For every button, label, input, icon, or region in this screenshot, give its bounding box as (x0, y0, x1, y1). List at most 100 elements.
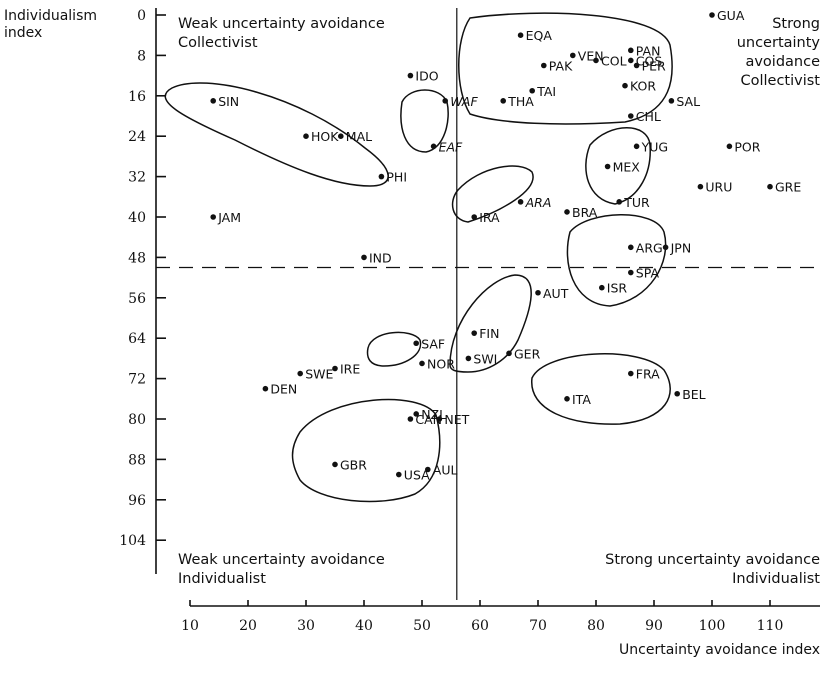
x-tick-label: 20 (239, 618, 257, 634)
point-label-col: COL (601, 53, 627, 68)
y-tick-label: 88 (128, 452, 146, 468)
point-yug (633, 143, 640, 150)
point-gbr (332, 461, 338, 468)
point-label-nor: NOR (427, 356, 455, 371)
point-label-isr: ISR (607, 281, 628, 296)
point-eqa (517, 32, 524, 38)
x-tick-label: 100 (699, 618, 726, 634)
point-label-uru: URU (705, 180, 732, 195)
point-ara (517, 199, 524, 205)
cluster-med-outline (585, 127, 651, 205)
point-label-pak: PAK (549, 59, 573, 74)
y-tick-label: 72 (128, 372, 146, 388)
y-axis-title-line2: index (4, 25, 42, 41)
point-label-bel: BEL (682, 387, 705, 402)
point-label-swi: SWI (473, 351, 497, 366)
point-label-yug: YUG (641, 139, 668, 154)
point-swe (297, 370, 304, 377)
point-gua (709, 12, 715, 18)
point-label-gua: GUA (717, 8, 745, 23)
point-mex (604, 163, 611, 170)
point-label-phi: PHI (386, 170, 407, 185)
y-tick-label: 8 (137, 48, 146, 64)
point-ita (564, 396, 570, 402)
y-tick-label: 104 (119, 533, 146, 549)
point-hok (303, 133, 309, 139)
point-label-tha: THA (507, 94, 534, 109)
y-tick-label: 64 (128, 331, 146, 347)
point-ira (471, 214, 478, 220)
point-label-per: PER (642, 59, 666, 74)
point-label-aut: AUT (543, 286, 569, 301)
point-label-ire: IRE (340, 362, 360, 377)
point-label-sal: SAL (676, 94, 700, 109)
point-gre (767, 183, 773, 190)
point-col (593, 57, 599, 64)
point-label-fin: FIN (479, 326, 499, 341)
point-nzl (413, 411, 420, 417)
point-swi (465, 355, 472, 362)
point-label-bra: BRA (572, 205, 598, 220)
quadrant-top-right-line1: Strong (772, 16, 820, 32)
point-bel (674, 390, 680, 397)
point-pan (628, 47, 634, 54)
point-tur (616, 199, 622, 205)
points-layer: GUA EQA PAN VEN COS COL PAK PER IDO KOR TAI SIN WAF S… (210, 8, 801, 483)
point-chl (628, 113, 634, 119)
quadrant-bottom-right-line2: Individualist (732, 571, 820, 587)
x-tick-label: 50 (413, 618, 431, 634)
point-pak (541, 62, 547, 69)
cluster-africa-outline (400, 89, 449, 153)
point-label-sin: SIN (218, 94, 239, 109)
point-label-jam: JAM (217, 210, 241, 225)
x-tick-label: 60 (471, 618, 489, 634)
point-ven (570, 52, 576, 59)
point-aul (425, 466, 431, 473)
point-label-jpn: JPN (670, 240, 692, 255)
point-label-spa: SPA (636, 266, 660, 281)
ticks-layer: 0 8 16 24 32 40 48 56 64 72 80 88 96 104 10 20 30 40 50 60 7… (119, 8, 822, 634)
point-kor (622, 82, 628, 89)
point-per (633, 62, 640, 69)
point-label-gre: GRE (775, 180, 801, 195)
point-eaf (430, 143, 437, 150)
point-tai (529, 87, 535, 94)
point-sin (210, 98, 216, 104)
point-saf (413, 340, 420, 347)
point-label-ara: ARA (525, 195, 552, 210)
point-label-cos: COS (636, 53, 663, 68)
point-label-fra: FRA (636, 367, 660, 382)
quadrant-bottom-right-line1: Strong uncertainty avoidance (605, 552, 820, 568)
point-label-ira: IRA (479, 210, 500, 225)
point-label-eqa: EQA (526, 28, 553, 43)
point-label-arg: ARG (636, 240, 663, 255)
point-label-hok: HOK (311, 129, 339, 144)
point-label-tur: TUR (623, 195, 650, 210)
cluster-safnor-outline (366, 331, 422, 367)
point-label-ven: VEN (578, 48, 604, 63)
y-tick-label: 96 (128, 493, 146, 509)
point-por (726, 143, 733, 150)
point-label-usa: USA (404, 468, 430, 483)
point-label-saf: SAF (421, 336, 445, 351)
x-tick-label: 80 (587, 618, 605, 634)
x-tick-label: 90 (645, 618, 663, 634)
cluster-fra-bel-ita-outline (531, 353, 671, 425)
quadrant-top-left-line1: Weak uncertainty avoidance (178, 16, 385, 32)
y-tick-label: 56 (128, 291, 146, 307)
point-label-aul: AUL (433, 463, 458, 478)
point-label-mex: MEX (613, 160, 641, 175)
cluster-near-east-outline (451, 165, 534, 223)
cluster-latin-europe-outline (566, 214, 667, 307)
point-sal (668, 98, 675, 104)
y-tick-label: 16 (128, 89, 146, 105)
point-ido (407, 72, 414, 79)
point-label-waf: WAF (450, 94, 478, 109)
x-tick-label: 30 (297, 618, 315, 634)
y-tick-label: 40 (128, 210, 146, 226)
x-tick-label: 40 (355, 618, 373, 634)
point-label-tai: TAI (536, 84, 556, 99)
point-fin (471, 330, 478, 336)
y-tick-label: 24 (128, 129, 146, 145)
point-label-net: NET (444, 412, 469, 427)
